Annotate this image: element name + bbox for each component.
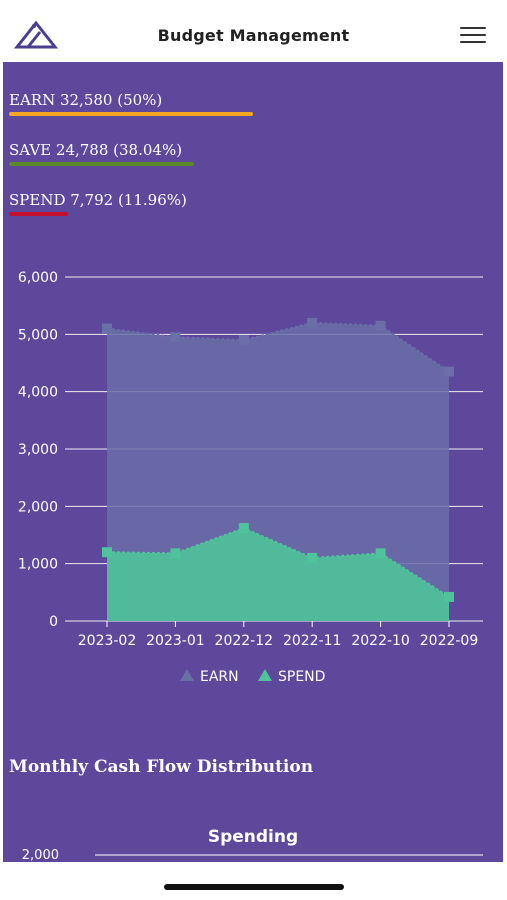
save-stat-bar [9, 162, 194, 166]
series-area-spend [107, 528, 449, 621]
data-point-spend [170, 548, 181, 559]
data-point-earn [238, 335, 249, 346]
data-point-earn [375, 320, 386, 331]
y-tick-label: 4,000 [18, 385, 58, 401]
series-line-earn [106, 321, 450, 373]
data-point-spend [102, 547, 112, 558]
x-tick-label: 2023-02 [78, 633, 137, 649]
menu-line [460, 41, 486, 43]
data-point-earn [444, 366, 454, 377]
x-tick-label: 2022-09 [420, 633, 479, 649]
spending-y-tick: 2,000 [22, 848, 59, 862]
spend-stat-label: SPEND 7,792 (11.96%) [9, 191, 187, 209]
home-indicator[interactable] [164, 884, 344, 890]
y-tick-label: 5,000 [18, 327, 58, 343]
data-point-earn [102, 323, 112, 334]
legend-label-earn: EARN [200, 669, 239, 685]
menu-line [460, 27, 486, 29]
save-stat-label: SAVE 24,788 (38.04%) [9, 141, 183, 159]
spending-chart: 2,000 [22, 848, 483, 862]
app-header: Budget Management [0, 0, 507, 62]
data-point-earn [307, 317, 318, 328]
page-title: Budget Management [157, 26, 350, 45]
x-tick-label: 2022-11 [283, 633, 342, 649]
main-content: EARN 32,580 (50%) SAVE 24,788 (38.04%) S… [3, 62, 503, 862]
y-tick-label: 6,000 [18, 270, 58, 286]
x-tick-label: 2022-10 [351, 633, 410, 649]
data-point-earn [170, 332, 181, 343]
legend-marker-spend [258, 669, 272, 681]
spend-stat-bar [9, 212, 68, 216]
y-tick-label: 3,000 [18, 442, 58, 458]
series-line-spend [106, 527, 450, 598]
legend-label-spend: SPEND [278, 669, 325, 685]
earn-stat-label: EARN 32,580 (50%) [9, 91, 163, 109]
data-point-spend [444, 591, 454, 602]
spending-chart-title: Spending [207, 827, 299, 847]
earn-stat-bar [9, 112, 253, 116]
section-title: Monthly Cash Flow Distribution [9, 757, 314, 777]
hamburger-menu-icon[interactable] [460, 27, 486, 45]
triangle-logo-icon[interactable] [14, 20, 58, 50]
bottom-bar [0, 862, 507, 900]
data-point-spend [238, 523, 249, 534]
x-tick-label: 2023-01 [146, 633, 205, 649]
y-tick-label: 0 [49, 614, 58, 630]
earn-spend-area-chart: 6,000 5,000 4,000 3,000 2,000 1,000 0 2023-02 20… [18, 270, 483, 685]
x-tick-label: 2022-12 [215, 633, 274, 649]
legend-marker-earn [180, 669, 194, 681]
y-tick-label: 2,000 [18, 499, 58, 515]
data-point-spend [307, 552, 318, 563]
y-tick-label: 1,000 [18, 557, 58, 573]
menu-line [460, 34, 486, 36]
data-point-spend [375, 548, 386, 559]
